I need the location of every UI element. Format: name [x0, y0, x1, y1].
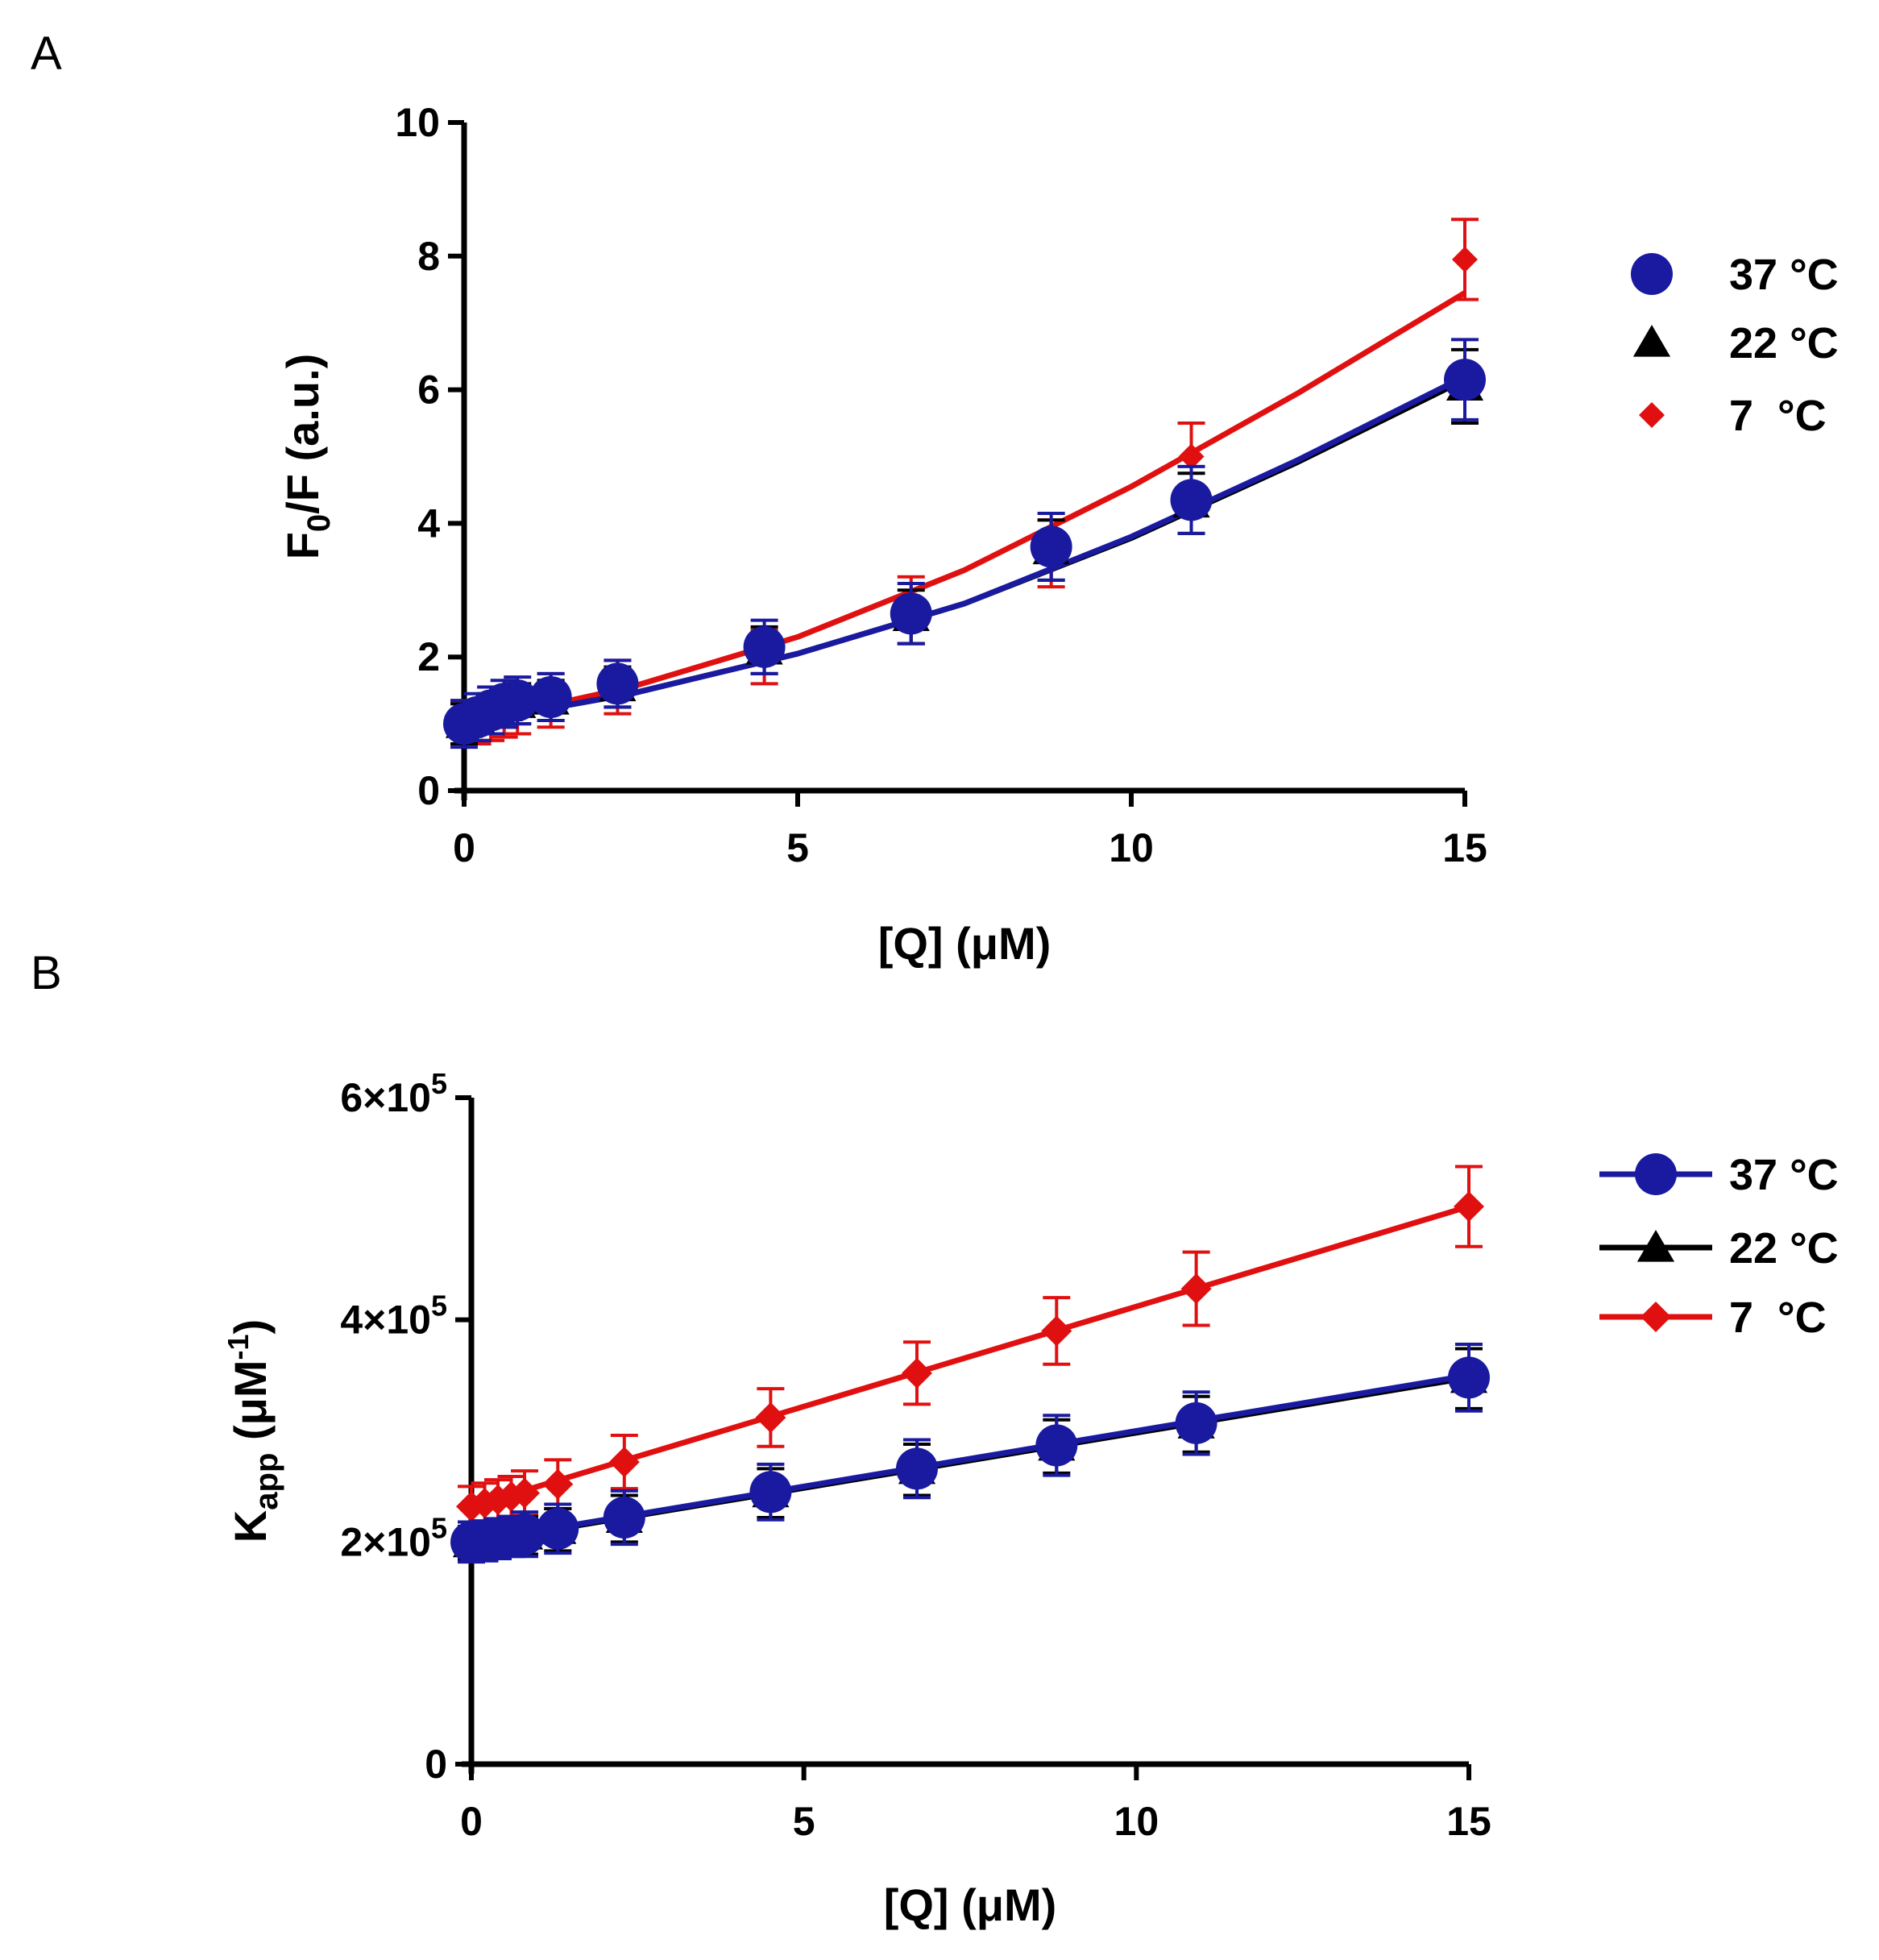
- x-axis-title: [Q] (μM): [884, 1879, 1057, 1930]
- y-axis-title-main: F: [277, 532, 328, 559]
- legend-label: 22 °C: [1729, 1224, 1839, 1273]
- data-point: [504, 1513, 546, 1555]
- data-point: [749, 1471, 792, 1514]
- x-tick-label: 15: [1442, 825, 1487, 870]
- data-point: [1035, 1424, 1078, 1467]
- legend-label: 37 °C: [1729, 251, 1839, 299]
- legend-entry: 22 °C: [1632, 319, 1839, 368]
- y-tick-base: 0: [425, 1742, 447, 1787]
- series-7c: [470, 1203, 1470, 1509]
- y-axis-title-rest: /F (a.u.): [277, 354, 328, 514]
- data-point: [529, 675, 572, 718]
- legend-entry: 22 °C: [1599, 1224, 1839, 1273]
- data-point: [755, 1401, 786, 1433]
- x-tick-label: 10: [1109, 825, 1154, 870]
- y-axis-title: F0/F (a.u.): [277, 354, 337, 560]
- legend-label: 7 °C: [1729, 392, 1827, 440]
- y-axis-title-rest: (μM: [225, 1360, 276, 1452]
- data-point: [608, 1447, 640, 1478]
- x-tick-label: 5: [793, 1799, 815, 1844]
- y-tick-label: 0: [425, 1742, 447, 1787]
- y-tick-label: 8: [417, 234, 440, 279]
- series-points-7c: [456, 1165, 1484, 1529]
- data-point: [1448, 1356, 1490, 1399]
- y-tick-label: 4×105: [340, 1289, 447, 1343]
- y-tick-exponent: 5: [431, 1289, 447, 1323]
- legend-marker: [1640, 1302, 1671, 1332]
- legend-entry: 37 °C: [1631, 251, 1839, 299]
- data-point: [537, 1507, 579, 1550]
- panel-b-label: B: [31, 947, 62, 999]
- data-point: [1170, 479, 1213, 521]
- data-point: [509, 1477, 541, 1509]
- data-point: [1030, 525, 1072, 568]
- data-point: [542, 1468, 574, 1500]
- data-point: [1175, 1401, 1217, 1444]
- y-tick-label: 0: [417, 768, 440, 813]
- series-points-37c: [450, 1342, 1490, 1564]
- y-axis-title-superscript: -1: [222, 1334, 255, 1360]
- data-point: [596, 662, 639, 705]
- y-tick-exponent: 5: [431, 1067, 447, 1100]
- x-tick-label: 10: [1114, 1799, 1159, 1844]
- y-tick-label: 6: [417, 368, 440, 413]
- data-point: [1041, 1315, 1072, 1347]
- y-tick-label: 2×105: [340, 1511, 447, 1564]
- legend-entry: 7 °C: [1639, 392, 1827, 440]
- data-point: [890, 592, 932, 635]
- series-points-7c: [450, 218, 1479, 745]
- legend-marker: [1632, 325, 1671, 357]
- y-axis-title-close: ): [225, 1319, 276, 1335]
- data-point: [743, 625, 786, 668]
- data-point: [603, 1497, 645, 1539]
- y-axis-title-subscript: app: [249, 1453, 284, 1510]
- data-point: [1454, 1191, 1484, 1223]
- y-tick-base: 4×10: [340, 1298, 431, 1343]
- data-point: [895, 1447, 938, 1490]
- x-axis-title: [Q] (μM): [878, 918, 1051, 969]
- data-point: [496, 679, 539, 722]
- legend-label: 7 °C: [1729, 1294, 1827, 1342]
- y-tick-label: 2: [417, 634, 440, 679]
- series-points-37c: [443, 338, 1486, 750]
- y-axis-title-subscript: 0: [301, 514, 337, 532]
- legend-marker: [1639, 402, 1665, 428]
- legend-marker: [1631, 253, 1673, 295]
- legend-label: 22 °C: [1729, 319, 1839, 368]
- data-point: [1452, 246, 1478, 272]
- y-tick-label: 10: [395, 100, 440, 145]
- legend-entry: 37 °C: [1599, 1151, 1839, 1199]
- y-tick-exponent: 5: [431, 1511, 447, 1544]
- legend-label: 37 °C: [1729, 1151, 1839, 1199]
- data-point: [901, 1357, 932, 1389]
- x-tick-label: 0: [453, 825, 475, 870]
- data-point: [1178, 443, 1205, 470]
- x-tick-label: 5: [786, 825, 809, 870]
- y-tick-label: 4: [417, 500, 440, 546]
- y-tick-base: 2×10: [340, 1519, 431, 1564]
- legend-entry: 7 °C: [1599, 1294, 1827, 1342]
- data-point: [1180, 1273, 1212, 1305]
- x-tick-label: 15: [1446, 1799, 1491, 1844]
- legend-marker: [1635, 1153, 1677, 1195]
- data-point: [1444, 359, 1486, 401]
- legend-marker: [1636, 1230, 1675, 1262]
- y-axis-title-main: K: [225, 1510, 276, 1543]
- y-axis-title: Kapp (μM-1): [222, 1319, 284, 1543]
- y-tick-base: 6×10: [340, 1075, 431, 1120]
- x-tick-label: 0: [460, 1799, 483, 1844]
- y-tick-label: 6×105: [340, 1067, 447, 1120]
- fit-line: [470, 1203, 1470, 1509]
- panel-a-label: A: [31, 27, 62, 80]
